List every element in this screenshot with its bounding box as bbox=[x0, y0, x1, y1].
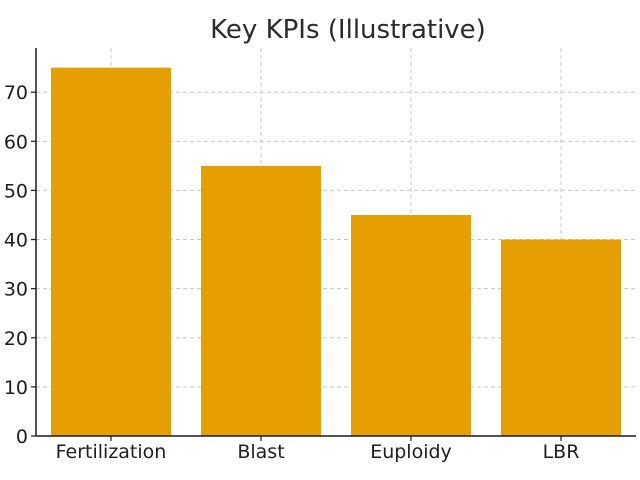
y-tick-label-40: 40 bbox=[4, 230, 28, 252]
x-tick-label-lbr: LBR bbox=[543, 441, 580, 463]
y-axis-ticks: 0 10 20 30 40 50 60 70 bbox=[4, 82, 36, 448]
x-tick-label-blast: Blast bbox=[237, 441, 284, 463]
y-tick-label-10: 10 bbox=[4, 377, 28, 399]
y-tick-label-60: 60 bbox=[4, 131, 28, 153]
y-tick-label-30: 30 bbox=[4, 279, 28, 301]
bars bbox=[51, 67, 621, 436]
bar-blast bbox=[201, 165, 321, 436]
y-tick-label-20: 20 bbox=[4, 328, 28, 350]
y-tick-label-0: 0 bbox=[16, 426, 28, 448]
bar-fertilization bbox=[51, 67, 171, 436]
x-tick-label-fertilization: Fertilization bbox=[56, 441, 167, 463]
x-axis-ticks: Fertilization Blast Euploidy LBR bbox=[56, 436, 580, 463]
bar-euploidy bbox=[351, 214, 471, 436]
chart-title: Key KPIs (Illustrative) bbox=[210, 15, 486, 45]
axes bbox=[35, 48, 636, 437]
y-tick-label-50: 50 bbox=[4, 180, 28, 202]
x-tick-label-euploidy: Euploidy bbox=[370, 441, 452, 463]
bar-lbr bbox=[501, 239, 621, 436]
y-tick-label-70: 70 bbox=[4, 82, 28, 104]
